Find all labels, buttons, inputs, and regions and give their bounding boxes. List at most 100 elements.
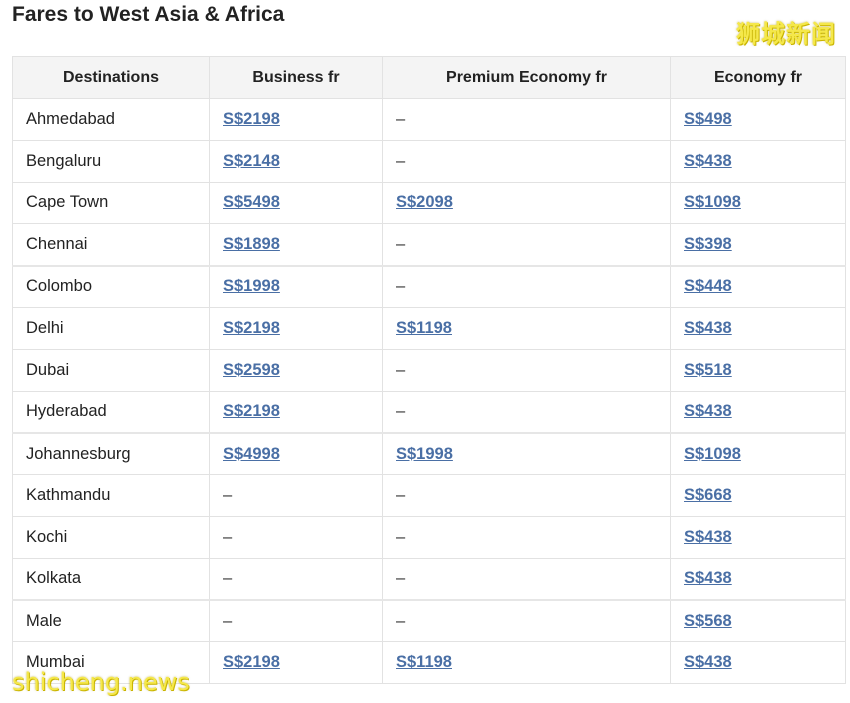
premium-fare-cell: – (382, 557, 671, 602)
economy-fare-cell: S$438 (670, 557, 846, 602)
unavailable-dash: – (396, 360, 406, 379)
table-row: Dubai S$2598 – S$518 (12, 348, 846, 392)
premium-fare-cell: – (382, 265, 671, 308)
destination-cell: Johannesburg (12, 432, 210, 476)
destination-cell: Chennai (12, 223, 210, 267)
column-header-destinations: Destinations (12, 56, 210, 99)
fare-link[interactable]: S$1998 (223, 277, 280, 296)
table-row: Bengaluru S$2148 – S$438 (12, 139, 846, 183)
economy-fare-cell: S$438 (670, 515, 846, 559)
unavailable-dash: – (223, 611, 233, 630)
fare-link[interactable]: S$1898 (223, 235, 280, 254)
fare-link[interactable]: S$2198 (223, 653, 280, 672)
business-fare-cell: S$2198 (209, 306, 383, 350)
economy-fare-cell: S$1098 (670, 181, 846, 225)
fare-link[interactable]: S$398 (684, 235, 732, 254)
premium-fare-cell: – (382, 474, 671, 517)
destination-cell: Bengaluru (12, 139, 210, 183)
economy-fare-cell: S$438 (670, 390, 846, 434)
fare-link[interactable]: S$1998 (396, 444, 453, 463)
destination-cell: Cape Town (12, 181, 210, 225)
fare-link[interactable]: S$438 (684, 527, 732, 546)
premium-fare-cell: S$1198 (382, 641, 671, 685)
business-fare-cell: S$2198 (209, 641, 383, 685)
table-row: Chennai S$1898 – S$398 (12, 223, 846, 267)
fare-link[interactable]: S$1098 (684, 444, 741, 463)
destination-cell: Colombo (12, 265, 210, 308)
fare-link[interactable]: S$2198 (223, 109, 280, 128)
fare-link[interactable]: S$668 (684, 486, 732, 505)
business-fare-cell: S$4998 (209, 432, 383, 476)
fare-rows: Ahmedabad S$2198 – S$498 Bengaluru S$2148 – S$4… (12, 98, 846, 685)
business-fare-cell: S$2198 (209, 390, 383, 434)
destination-cell: Kolkata (12, 557, 210, 602)
premium-fare-cell: – (382, 599, 671, 643)
economy-fare-cell: S$398 (670, 223, 846, 267)
table-row: Cape Town S$5498 S$2098 S$1098 (12, 181, 846, 225)
fare-link[interactable]: S$438 (684, 653, 732, 672)
fare-link[interactable]: S$1098 (684, 193, 741, 212)
fare-link[interactable]: S$4998 (223, 444, 280, 463)
fare-link[interactable]: S$438 (684, 569, 732, 588)
table-row: Ahmedabad S$2198 – S$498 (12, 98, 846, 141)
business-fare-cell: S$1898 (209, 223, 383, 267)
destination-cell: Ahmedabad (12, 98, 210, 141)
table-row: Mumbai S$2198 S$1198 S$438 (12, 641, 846, 685)
fare-link[interactable]: S$498 (684, 109, 732, 128)
fare-link[interactable]: S$5498 (223, 193, 280, 212)
column-header-premium-economy: Premium Economy fr (382, 56, 671, 99)
economy-fare-cell: S$1098 (670, 432, 846, 476)
business-fare-cell: S$2198 (209, 98, 383, 141)
fare-link[interactable]: S$1198 (396, 318, 452, 337)
premium-fare-cell: S$1198 (382, 306, 671, 350)
destination-cell: Kochi (12, 515, 210, 559)
destination-cell: Mumbai (12, 641, 210, 685)
economy-fare-cell: S$518 (670, 348, 846, 392)
business-fare-cell: – (209, 515, 383, 559)
premium-fare-cell: – (382, 348, 671, 392)
fare-link[interactable]: S$2198 (223, 318, 280, 337)
unavailable-dash: – (223, 569, 233, 588)
fare-link[interactable]: S$2148 (223, 151, 280, 170)
unavailable-dash: – (396, 402, 406, 421)
fare-link[interactable]: S$438 (684, 402, 732, 421)
fares-table: Destinations Business fr Premium Economy… (12, 56, 846, 685)
business-fare-cell: – (209, 599, 383, 643)
fare-link[interactable]: S$2198 (223, 402, 280, 421)
premium-fare-cell: – (382, 390, 671, 434)
watermark-logo: 狮城新闻 (736, 20, 836, 48)
unavailable-dash: – (223, 486, 233, 505)
business-fare-cell: – (209, 557, 383, 602)
destination-cell: Dubai (12, 348, 210, 392)
table-row: Delhi S$2198 S$1198 S$438 (12, 306, 846, 350)
unavailable-dash: – (396, 235, 406, 254)
fare-link[interactable]: S$438 (684, 151, 732, 170)
economy-fare-cell: S$438 (670, 306, 846, 350)
economy-fare-cell: S$668 (670, 474, 846, 517)
table-row: Colombo S$1998 – S$448 (12, 265, 846, 308)
business-fare-cell: S$5498 (209, 181, 383, 225)
fare-link[interactable]: S$438 (684, 318, 732, 337)
premium-fare-cell: – (382, 223, 671, 267)
fare-link[interactable]: S$2098 (396, 193, 453, 212)
unavailable-dash: – (396, 151, 406, 170)
fare-link[interactable]: S$448 (684, 277, 732, 296)
economy-fare-cell: S$568 (670, 599, 846, 643)
economy-fare-cell: S$438 (670, 139, 846, 183)
destination-cell: Hyderabad (12, 390, 210, 434)
fare-link[interactable]: S$518 (684, 360, 732, 379)
destination-cell: Delhi (12, 306, 210, 350)
table-row: Male – – S$568 (12, 599, 846, 643)
economy-fare-cell: S$438 (670, 641, 846, 685)
table-row: Kochi – – S$438 (12, 515, 846, 559)
table-row: Johannesburg S$4998 S$1998 S$1098 (12, 432, 846, 476)
fare-link[interactable]: S$2598 (223, 360, 280, 379)
premium-fare-cell: – (382, 98, 671, 141)
fare-link[interactable]: S$568 (684, 611, 732, 630)
page-title: Fares to West Asia & Africa (12, 3, 285, 26)
fare-link[interactable]: S$1198 (396, 653, 452, 672)
business-fare-cell: S$1998 (209, 265, 383, 308)
premium-fare-cell: – (382, 515, 671, 559)
watermark-site-name: shicheng.news (12, 668, 190, 696)
economy-fare-cell: S$448 (670, 265, 846, 308)
